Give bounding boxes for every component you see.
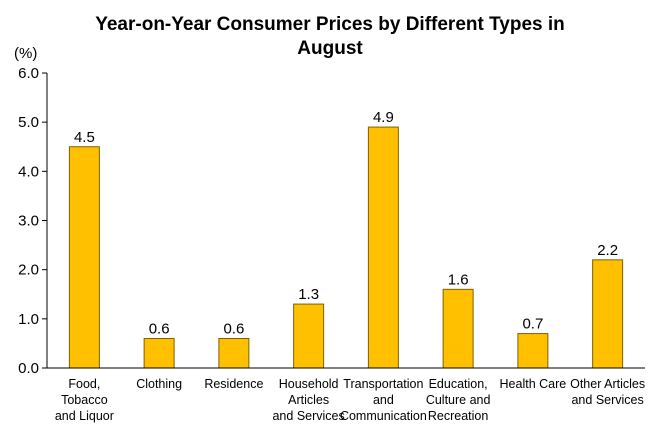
bar-value-label: 1.6	[448, 271, 469, 288]
y-tick-label: 4.0	[18, 163, 39, 180]
value-labels: 4.5 0.6 0.6 1.3 4.9 1.6 0.7 2.2	[74, 109, 618, 337]
axes	[46, 73, 645, 369]
bar	[442, 288, 474, 369]
y-tick-label: 2.0	[18, 262, 39, 279]
bar-value-label: 0.6	[149, 321, 170, 338]
chart-title-line-1: Year-on-Year Consumer Prices by Differen…	[95, 14, 565, 35]
bar	[592, 259, 624, 369]
y-tick-label: 3.0	[18, 213, 39, 230]
x-tick-label: Household Articles and Services	[272, 377, 344, 423]
bar-value-label: 4.9	[373, 109, 394, 126]
x-tick-label: Clothing	[136, 377, 182, 391]
y-tick-label: 6.0	[18, 65, 39, 82]
bar	[68, 146, 100, 369]
bar-value-label: 2.2	[597, 242, 618, 259]
x-tick-label: Education, Culture and Recreation	[426, 377, 491, 423]
bar	[143, 338, 175, 369]
bar-value-label: 1.3	[298, 286, 319, 303]
bar	[517, 333, 549, 369]
x-tick-label: Residence	[204, 377, 263, 391]
x-tick-label: Transportation and Communication	[340, 377, 427, 423]
x-tick-label: Food, Tobacco and Liquor	[55, 377, 114, 423]
x-axis-labels: Food, Tobacco and Liquor Clothing Residence H…	[55, 377, 645, 423]
bar-value-label: 4.5	[74, 129, 95, 146]
bar	[293, 303, 325, 369]
y-tick-label: 5.0	[18, 114, 39, 131]
bar-value-label: 0.7	[522, 316, 543, 333]
bar-value-label: 0.6	[223, 321, 244, 338]
y-axis-ticks: 0.0 1.0 2.0 3.0 4.0 5.0 6.0	[18, 65, 47, 377]
x-tick-label: Other Articles and Services	[570, 377, 645, 407]
bars	[68, 126, 624, 369]
bar	[218, 338, 250, 369]
chart-title-line-2: August	[297, 38, 363, 59]
bar	[367, 126, 399, 369]
y-tick-label: 1.0	[18, 311, 39, 328]
y-axis-unit: (%)	[14, 45, 37, 62]
x-tick-label: Health Care	[500, 377, 567, 391]
y-tick-label: 0.0	[18, 360, 39, 377]
